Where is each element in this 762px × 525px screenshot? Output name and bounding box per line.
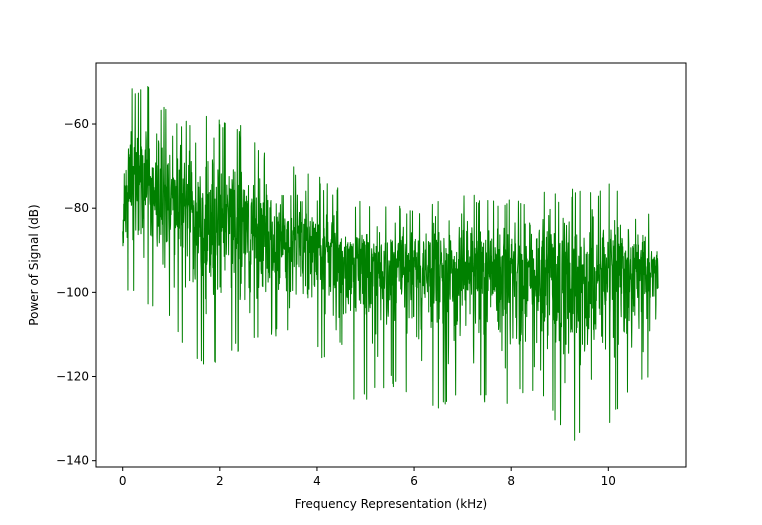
x-tick-label: 2 <box>216 474 224 488</box>
y-tick-label: −80 <box>64 201 89 215</box>
x-tick-label: 10 <box>601 474 616 488</box>
y-tick-label: −120 <box>56 370 89 384</box>
x-tick-label: 4 <box>313 474 321 488</box>
y-tick-label: −60 <box>64 117 89 131</box>
y-axis-label: Power of Signal (dB) <box>27 204 41 325</box>
y-tick-label: −100 <box>56 285 89 299</box>
series-line-0 <box>122 85 659 441</box>
plot-area <box>122 85 659 441</box>
y-axis: −140 −120 −100 −80 −60 <box>56 117 96 468</box>
x-axis-label: Frequency Representation (kHz) <box>295 497 487 511</box>
y-tick-label: −140 <box>56 454 89 468</box>
x-tick-label: 0 <box>119 474 127 488</box>
x-tick-label: 8 <box>507 474 515 488</box>
x-tick-label: 6 <box>410 474 418 488</box>
x-axis: 0 2 4 6 8 10 <box>119 467 616 488</box>
axes-frame <box>95 62 687 468</box>
